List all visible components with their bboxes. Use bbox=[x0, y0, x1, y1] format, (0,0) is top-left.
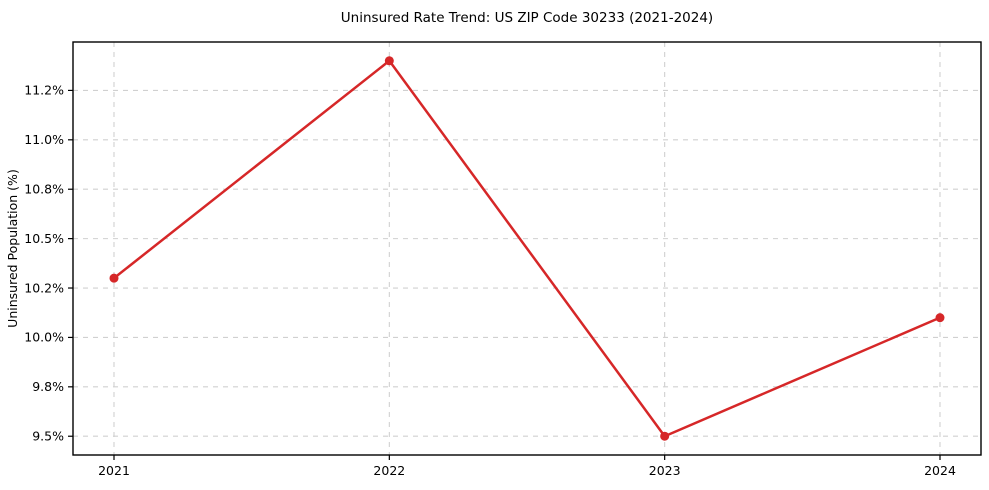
trend-line bbox=[112, 59, 942, 438]
x-tick-label: 2023 bbox=[649, 463, 681, 478]
data-point-marker bbox=[109, 273, 119, 283]
data-point-marker bbox=[660, 431, 670, 441]
gridlines bbox=[73, 42, 981, 455]
chart-title: Uninsured Rate Trend: US ZIP Code 30233 … bbox=[341, 10, 713, 26]
y-tick-label: 10.5% bbox=[24, 231, 64, 246]
y-tick-label: 9.5% bbox=[32, 428, 64, 443]
series-layer bbox=[109, 56, 945, 441]
axes: 9.5% 9.8% 10.0% 10.2% 10.5% 10.8% 11.0% 11.2% 20… bbox=[24, 41, 982, 478]
y-tick-label: 11.0% bbox=[24, 132, 64, 147]
plot-border bbox=[72, 41, 982, 456]
data-point-marker bbox=[384, 56, 394, 66]
y-tick-label: 10.0% bbox=[24, 330, 64, 345]
y-tick-label: 10.8% bbox=[24, 181, 64, 196]
data-point-marker bbox=[935, 313, 945, 323]
x-tick-label: 2024 bbox=[924, 463, 956, 478]
x-tick-label: 2022 bbox=[373, 463, 405, 478]
y-tick-label: 9.8% bbox=[32, 379, 64, 394]
y-axis-label: Uninsured Population (%) bbox=[5, 169, 20, 328]
y-tick-label: 11.2% bbox=[24, 83, 64, 98]
y-tick-label: 10.2% bbox=[24, 280, 64, 295]
x-tick-label: 2021 bbox=[98, 463, 130, 478]
